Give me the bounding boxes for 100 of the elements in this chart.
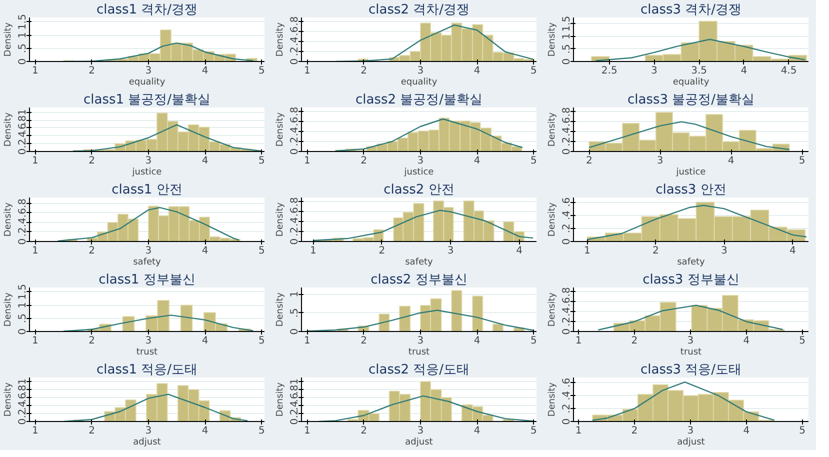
x-tick-label: 1 (584, 246, 590, 256)
x-tick-label: 3 (417, 66, 424, 76)
x-axis-title: equality (128, 78, 166, 88)
x-tick-label: 5 (798, 156, 806, 166)
x-tick-label: 3 (145, 246, 152, 256)
x-tick-label: 3.5 (691, 66, 708, 76)
x-tick-label: 5 (258, 66, 265, 76)
y-tick-label: .8 (290, 106, 300, 116)
chart-title: class2 적응/도태 (368, 362, 470, 378)
y-axis-title: Density (4, 382, 14, 417)
y-axis-title: Density (548, 382, 558, 417)
y-axis-title: Density (548, 22, 558, 57)
x-tick-label: 4 (790, 246, 796, 256)
x-tick-label: 4 (516, 246, 523, 256)
chart-title: class3 불공정/불확실 (627, 92, 755, 108)
y-tick-label: 0 (290, 58, 300, 65)
y-tick-label: .2 (18, 227, 28, 237)
y-tick-label: .2 (562, 316, 572, 326)
x-tick-label: 2 (360, 426, 367, 436)
x-axis-title: trust (136, 348, 158, 358)
x-axis-title: safety (677, 258, 706, 268)
x-tick-label: 3 (145, 66, 152, 76)
x-axis-title: adjust (133, 438, 162, 448)
y-tick-label: .4 (290, 400, 300, 410)
y-tick-label: 1 (18, 32, 28, 38)
x-tick-label: 4 (743, 426, 750, 436)
x-axis-title: safety (133, 258, 162, 268)
x-tick-label: 5 (258, 336, 265, 346)
y-axis-title: Density (548, 202, 558, 237)
x-tick-label: 4 (740, 66, 748, 76)
y-tick-label: 0 (562, 58, 572, 65)
x-tick-label: 3 (721, 246, 728, 256)
x-tick-label: 2 (88, 66, 95, 76)
x-tick-label: 5 (799, 426, 806, 436)
x-tick-label: 1 (310, 246, 316, 256)
x-tick-label: 2 (586, 156, 592, 166)
chart-title: class1 적응/도태 (96, 362, 198, 378)
y-tick-label: .8 (290, 197, 300, 207)
y-tick-label: 0 (562, 238, 572, 245)
y-tick-label: .4 (18, 218, 28, 228)
x-axis-title: adjust (677, 438, 706, 448)
chart-title: class2 안전 (384, 182, 454, 198)
y-tick-label: .5 (290, 308, 300, 318)
chart-title: class2 불공정/불확실 (355, 92, 483, 108)
y-tick-label: .4 (562, 210, 572, 220)
x-tick-label: 4 (202, 246, 208, 256)
y-tick-label: 0 (18, 148, 28, 155)
y-tick-label: .2 (290, 408, 300, 418)
x-tick-label: 2 (88, 156, 95, 166)
y-axis-title: Density (548, 112, 558, 147)
x-axis-title: adjust (405, 438, 434, 448)
x-tick-label: 2 (360, 66, 367, 76)
y-tick-label: .2 (290, 46, 300, 56)
x-tick-label: 3 (651, 66, 658, 76)
y-axis-title: Density (4, 202, 14, 237)
x-tick-label: 4 (202, 66, 208, 76)
x-tick-label: 5 (799, 336, 806, 346)
x-axis-title: trust (408, 348, 430, 358)
y-tick-label: .5 (562, 44, 572, 54)
x-tick-label: 2 (88, 246, 95, 256)
y-tick-label: .2 (18, 138, 28, 148)
x-tick-label: 5 (258, 156, 265, 166)
y-tick-label: .4 (290, 36, 300, 46)
x-tick-label: 2 (652, 246, 659, 256)
x-tick-label: 4 (474, 426, 480, 436)
y-tick-label: 1 (290, 378, 300, 385)
y-axis-title: Density (276, 22, 286, 57)
y-tick-label: .2 (562, 224, 572, 234)
x-tick-label: 1 (575, 426, 582, 436)
x-tick-label: 2 (631, 426, 638, 436)
y-tick-label: 0 (290, 238, 300, 245)
x-tick-label: 5 (530, 66, 537, 76)
y-tick-label: .6 (18, 392, 28, 402)
y-tick-label: 1 (562, 33, 572, 40)
x-tick-label: 5 (258, 426, 265, 436)
x-tick-label: 4 (743, 336, 750, 346)
y-tick-label: 0 (18, 58, 28, 65)
y-tick-label: 1.5 (562, 16, 572, 32)
y-tick-label: .6 (562, 378, 572, 388)
x-tick-label: 3 (656, 156, 664, 166)
y-axis-title: Density (4, 112, 14, 147)
x-tick-label: 4 (202, 336, 208, 346)
x-tick-label: 3 (145, 426, 152, 436)
x-tick-label: 3 (417, 336, 424, 346)
y-axis-title: Density (4, 292, 14, 327)
x-tick-label: 2 (360, 336, 367, 346)
x-tick-label: 4 (474, 66, 480, 76)
x-tick-label: 2 (631, 336, 638, 346)
y-tick-label: .8 (18, 384, 28, 394)
y-tick-label: .2 (562, 404, 572, 414)
chart-title: class1 정부불신 (98, 272, 196, 288)
chart-title: class2 격차/경쟁 (368, 2, 470, 18)
y-tick-label: .8 (562, 107, 572, 117)
y-axis-title: Density (4, 22, 14, 57)
y-tick-label: .8 (18, 115, 28, 125)
x-tick-label: 1 (304, 426, 310, 436)
chart-title: class2 정부불신 (370, 272, 468, 288)
x-tick-label: 1 (32, 426, 38, 436)
chart-title: class1 불공정/불확실 (83, 92, 211, 108)
x-tick-label: 1 (304, 156, 310, 166)
